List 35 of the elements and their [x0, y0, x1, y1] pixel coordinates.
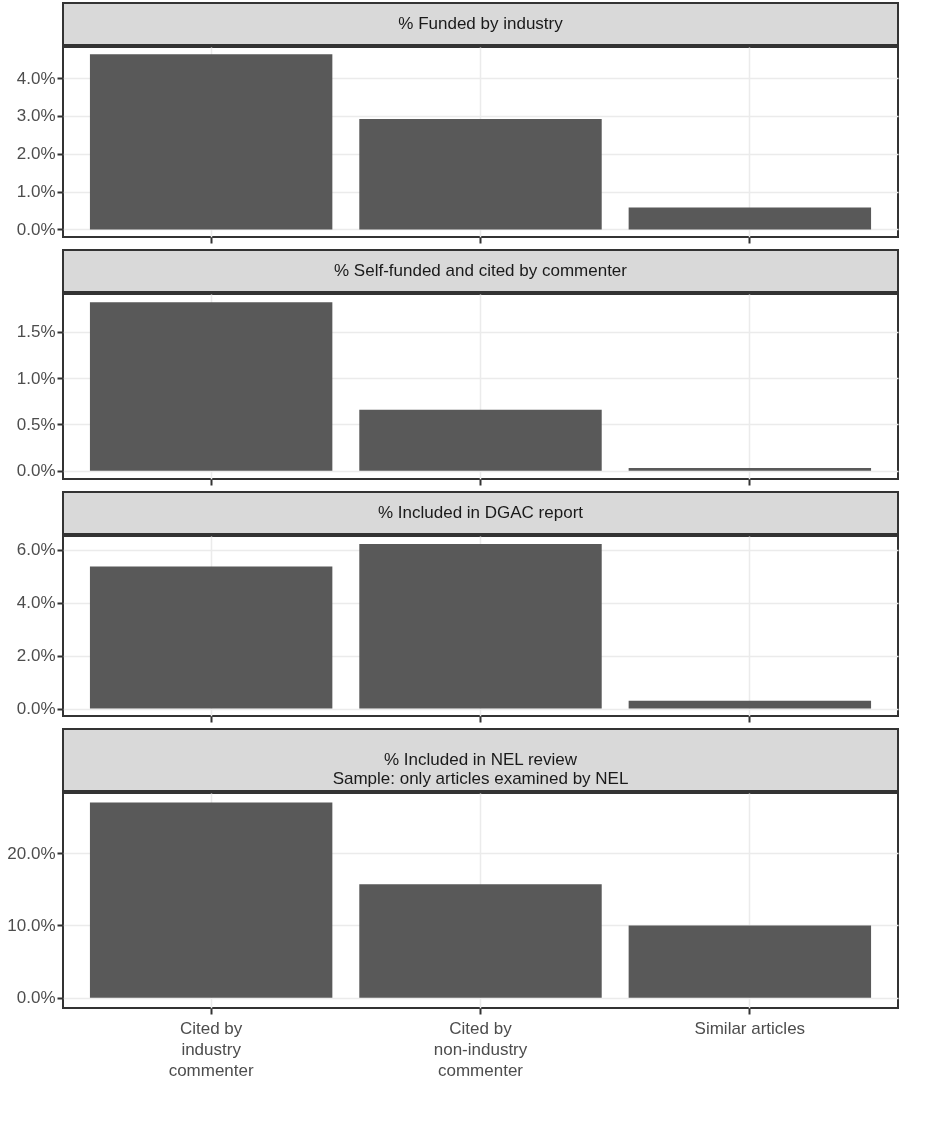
- chart-title: % Included in NEL review Sample: only articles examined by NEL: [332, 750, 629, 788]
- y-tick-label: 4.0%: [16, 68, 56, 88]
- bar: [628, 925, 872, 998]
- chart-title: % Included in DGAC report: [377, 503, 584, 522]
- y-tick-label: 10.0%: [7, 915, 56, 935]
- bar: [359, 543, 602, 709]
- bar: [89, 54, 333, 230]
- y-tick-label: 0.0%: [16, 988, 56, 1008]
- y-tick-label: 6.0%: [16, 540, 56, 560]
- y-tick-label: 0.0%: [16, 461, 56, 481]
- y-tick-label: 2.0%: [16, 646, 56, 666]
- bar: [359, 409, 602, 471]
- y-tick-label: 1.0%: [16, 182, 56, 202]
- y-tick-label: 1.0%: [16, 368, 56, 388]
- y-tick-label: 20.0%: [7, 843, 56, 863]
- bar: [628, 467, 872, 471]
- bar: [359, 884, 602, 998]
- y-tick-label: 1.5%: [16, 322, 56, 342]
- y-tick-label: 0.5%: [16, 414, 56, 434]
- x-tick-label: Similar articles: [694, 1018, 806, 1038]
- y-tick-label: 0.0%: [16, 699, 56, 719]
- y-tick-label: 0.0%: [16, 219, 56, 239]
- x-tick-label: Cited by industry commenter: [168, 1018, 254, 1080]
- y-tick-label: 2.0%: [16, 144, 56, 164]
- bar: [628, 700, 872, 709]
- bar: [628, 207, 872, 230]
- y-tick-label: 3.0%: [16, 106, 56, 126]
- bar: [89, 566, 333, 709]
- bar: [89, 802, 333, 998]
- bar: [89, 302, 333, 471]
- chart-title: % Self-funded and cited by commenter: [334, 261, 628, 280]
- x-tick-label: Cited by non-industry commenter: [433, 1018, 528, 1080]
- chart-title: % Funded by industry: [398, 14, 564, 33]
- y-tick-label: 4.0%: [16, 593, 56, 613]
- bar: [359, 118, 602, 230]
